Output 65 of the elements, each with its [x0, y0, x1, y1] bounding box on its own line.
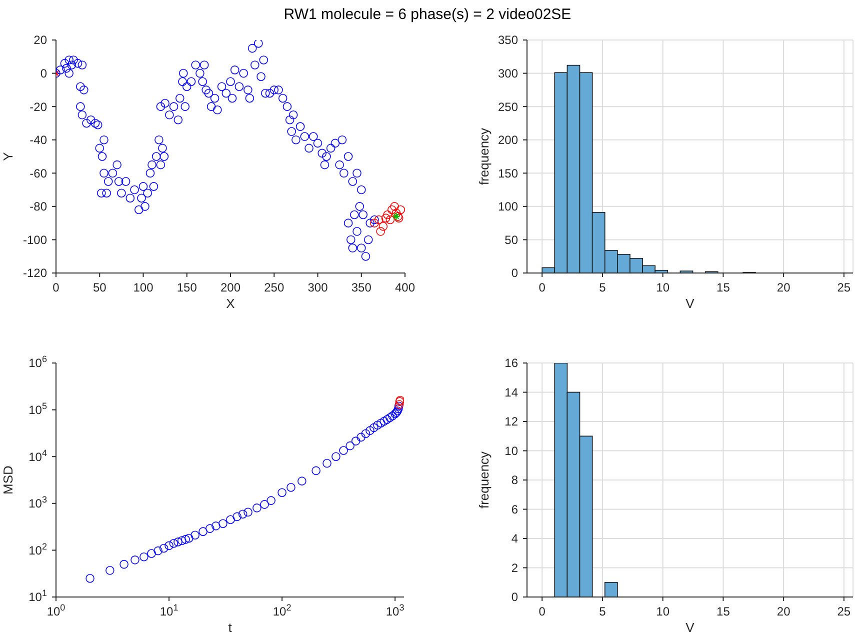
x-tick-label: 15 — [716, 280, 730, 295]
x-tick-label: 10$^{0}$ — [46, 602, 66, 619]
x-tick-label: 15 — [716, 604, 730, 619]
y-tick-label: 4 — [511, 532, 518, 546]
x-axis-title: V — [686, 296, 695, 311]
x-tick-label: 10 — [656, 280, 670, 295]
y-tick-label: 0 — [511, 590, 518, 604]
y-axis-title: MSD — [0, 466, 16, 494]
y-tick-label: 250 — [498, 100, 518, 114]
y-axis-title: frequency — [476, 450, 492, 509]
x-axis-title: X — [226, 296, 236, 311]
chart-title: RW1 molecule = 6 phase(s) = 2 video02SE — [282, 6, 572, 23]
y-tick-label: 50 — [504, 232, 518, 247]
x-tick-label: 50 — [92, 280, 107, 295]
y-tick-label: 10$^{5}$ — [28, 401, 47, 417]
x-tick-label: 100 — [133, 280, 154, 295]
x-tick-label: 200 — [220, 280, 241, 295]
y-tick-label: 0 — [511, 266, 518, 280]
x-tick-label: 0 — [538, 280, 546, 295]
y-tick-label: 16 — [504, 356, 518, 370]
x-tick-label: 20 — [776, 280, 791, 295]
x-tick-label: 400 — [394, 280, 416, 295]
x-tick-label: 0 — [52, 280, 60, 295]
y-tick-label: 14 — [504, 385, 518, 400]
y-axis-title: Y — [0, 152, 16, 161]
y-tick-label: 10$^{2}$ — [28, 541, 47, 558]
x-tick-label: 5 — [599, 604, 606, 619]
x-tick-label: 10$^{3}$ — [386, 602, 404, 619]
y-tick-label: 10$^{3}$ — [28, 494, 47, 511]
y-tick-label: 300 — [498, 66, 518, 80]
y-tick-label: 100 — [498, 200, 518, 214]
x-tick-label: 0 — [538, 604, 546, 619]
y-tick-label: 10$^{6}$ — [28, 354, 47, 370]
y-tick-label: 2 — [511, 560, 518, 575]
x-tick-label: 5 — [599, 280, 606, 295]
x-tick-label: 25 — [837, 604, 851, 619]
y-tick-label: -100 — [22, 232, 48, 247]
y-tick-label: 350 — [498, 33, 518, 48]
x-tick-label: 10 — [656, 604, 670, 619]
y-tick-label: 10$^{4}$ — [28, 448, 47, 464]
y-tick-label: -60 — [30, 166, 48, 180]
x-tick-label: 10$^{2}$ — [272, 602, 292, 619]
y-tick-label: 200 — [498, 133, 518, 148]
x-tick-label: 150 — [176, 280, 198, 295]
y-tick-label: -80 — [30, 200, 48, 214]
y-tick-label: 6 — [511, 502, 518, 516]
x-tick-label: 250 — [264, 280, 284, 295]
x-axis-title: t — [228, 620, 232, 634]
y-tick-label: -20 — [30, 100, 48, 114]
y-tick-label: 8 — [511, 473, 518, 488]
y-tick-label: 10$^{1}$ — [28, 588, 47, 604]
y-tick-label: 20 — [34, 33, 48, 48]
x-tick-label: 25 — [837, 280, 851, 295]
y-axis-title: frequency — [476, 127, 492, 186]
y-tick-label: 0 — [40, 66, 48, 80]
y-tick-label: 150 — [498, 166, 518, 180]
x-tick-label: 350 — [351, 280, 372, 295]
y-tick-label: -40 — [30, 133, 48, 148]
x-tick-label: 20 — [776, 604, 791, 619]
y-tick-label: -120 — [22, 266, 48, 280]
y-tick-label: 10 — [504, 444, 518, 458]
x-tick-label: 10$^{1}$ — [160, 602, 178, 619]
y-tick-label: 12 — [504, 414, 518, 429]
x-tick-label: 300 — [308, 280, 328, 295]
x-axis-title: V — [686, 620, 695, 634]
